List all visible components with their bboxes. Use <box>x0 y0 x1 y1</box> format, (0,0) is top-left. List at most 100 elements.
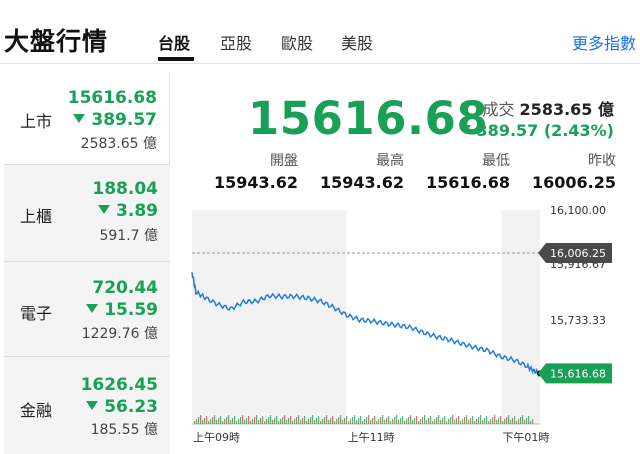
sidebar-item-electronics[interactable]: 電子 720.44 15.59 1229.76 億 <box>4 262 170 357</box>
volume-bar <box>200 415 202 424</box>
volume-bar <box>378 419 380 424</box>
volume-bar <box>352 417 354 424</box>
sidebar-item-change: 389.57 <box>73 110 157 130</box>
stat-label: 最高 <box>376 153 404 169</box>
volume-bar <box>242 415 244 424</box>
volume-bar <box>216 420 218 424</box>
volume-bar <box>356 420 358 424</box>
volume-bar <box>212 417 214 424</box>
volume-bar <box>298 415 300 424</box>
volume-bar <box>296 417 298 424</box>
volume-bar <box>272 420 274 424</box>
volume-bar <box>432 421 434 424</box>
volume-bar <box>412 420 414 424</box>
sidebar-item-listed[interactable]: 上市 15616.68 389.57 2583.65 億 <box>4 72 170 165</box>
volume-bar <box>526 418 528 424</box>
price-series-line <box>191 272 541 378</box>
tab-asia-stocks[interactable]: 亞股 <box>220 34 253 53</box>
volume-bar <box>514 416 516 424</box>
volume-bar <box>278 421 280 424</box>
stat-value: 16006.25 <box>531 173 616 192</box>
volume-bar <box>348 421 350 424</box>
volume-bar <box>206 416 208 424</box>
chart-shade-morning <box>192 210 347 424</box>
down-arrow-icon <box>98 205 111 214</box>
x-tick-label: 下午01時 <box>502 431 549 444</box>
stat-label: 昨收 <box>588 153 616 169</box>
volume-bar <box>208 421 210 424</box>
stat-value: 15616.68 <box>425 173 510 192</box>
volume-bar <box>476 419 478 424</box>
volume-bar <box>454 420 456 424</box>
volume-bar <box>336 419 338 424</box>
volume-bar <box>456 418 458 424</box>
volume-bar <box>260 418 262 424</box>
volume-bar <box>364 419 366 424</box>
sidebar-item-label: 上櫃 <box>20 207 53 226</box>
volume-bar <box>274 418 276 424</box>
stat-open: 開盤 15943.62 <box>188 150 298 192</box>
volume-bar <box>308 419 310 424</box>
volume-bar <box>236 421 238 424</box>
volume-bar <box>522 415 524 424</box>
volume-bar <box>448 419 450 424</box>
sidebar-item-finance[interactable]: 金融 1626.45 56.23 185.55 億 <box>4 357 170 454</box>
volume-bar <box>222 421 224 424</box>
volume-bar <box>270 415 272 424</box>
volume-bar <box>342 420 344 424</box>
more-indices-link[interactable]: 更多指數 <box>571 34 636 53</box>
tab-tw-stocks[interactable]: 台股 <box>158 34 191 53</box>
y-tick-label: 15,733.33 <box>550 314 606 327</box>
volume-bar <box>510 420 512 424</box>
prev-close-badge-label: 16,006.25 <box>550 247 606 260</box>
volume-bar <box>202 420 204 424</box>
volume-bar <box>234 416 236 424</box>
volume-bar <box>368 415 370 424</box>
volume-bar <box>504 419 506 424</box>
volume-bar <box>350 419 352 424</box>
last-price-badge-bg <box>538 363 612 384</box>
sidebar-item-otc[interactable]: 上櫃 188.04 3.89 591.7 億 <box>4 165 170 262</box>
volume-bar <box>198 417 200 424</box>
tab-europe-stocks[interactable]: 歐股 <box>281 34 314 53</box>
volume-bar <box>240 417 242 424</box>
sidebar-item-value: 188.04 <box>92 179 158 199</box>
volume-bar <box>430 416 432 424</box>
volume-bar <box>288 418 290 424</box>
volume-bar <box>468 420 470 424</box>
volume-bar <box>486 416 488 424</box>
volume-bar <box>306 421 308 424</box>
volume-bar <box>496 420 498 424</box>
volume-bar <box>446 421 448 424</box>
volume-bar <box>440 420 442 424</box>
volume-bar <box>224 419 226 424</box>
volume-bar <box>300 420 302 424</box>
volume-bar <box>230 420 232 424</box>
volume-bar <box>398 420 400 424</box>
x-tick-label: 上午09時 <box>193 431 240 444</box>
volume-bar <box>282 417 284 424</box>
stat-value: 15943.62 <box>213 173 298 192</box>
volume-bar <box>512 418 514 424</box>
trade-volume: 成交 2583.65 億 <box>482 96 614 120</box>
volume-bar <box>502 421 504 424</box>
volume-bar <box>530 421 532 424</box>
tab-us-stocks[interactable]: 美股 <box>341 34 374 53</box>
volume-bar <box>382 415 384 424</box>
volume-bar <box>458 416 460 424</box>
volume-bar <box>316 418 318 424</box>
volume-bar <box>438 415 440 424</box>
volume-bar <box>238 419 240 424</box>
page-title: 大盤行情 <box>4 27 109 56</box>
volume-bar <box>220 416 222 424</box>
volume-bar <box>392 419 394 424</box>
prev-close-badge: 16,006.25 <box>538 242 612 263</box>
volume-bar <box>360 416 362 424</box>
volume-bar <box>520 417 522 424</box>
volume-bar <box>424 415 426 424</box>
volume-bar <box>404 421 406 424</box>
volume-bar <box>280 419 282 424</box>
volume-bar <box>290 416 292 424</box>
volume-bar <box>328 420 330 424</box>
